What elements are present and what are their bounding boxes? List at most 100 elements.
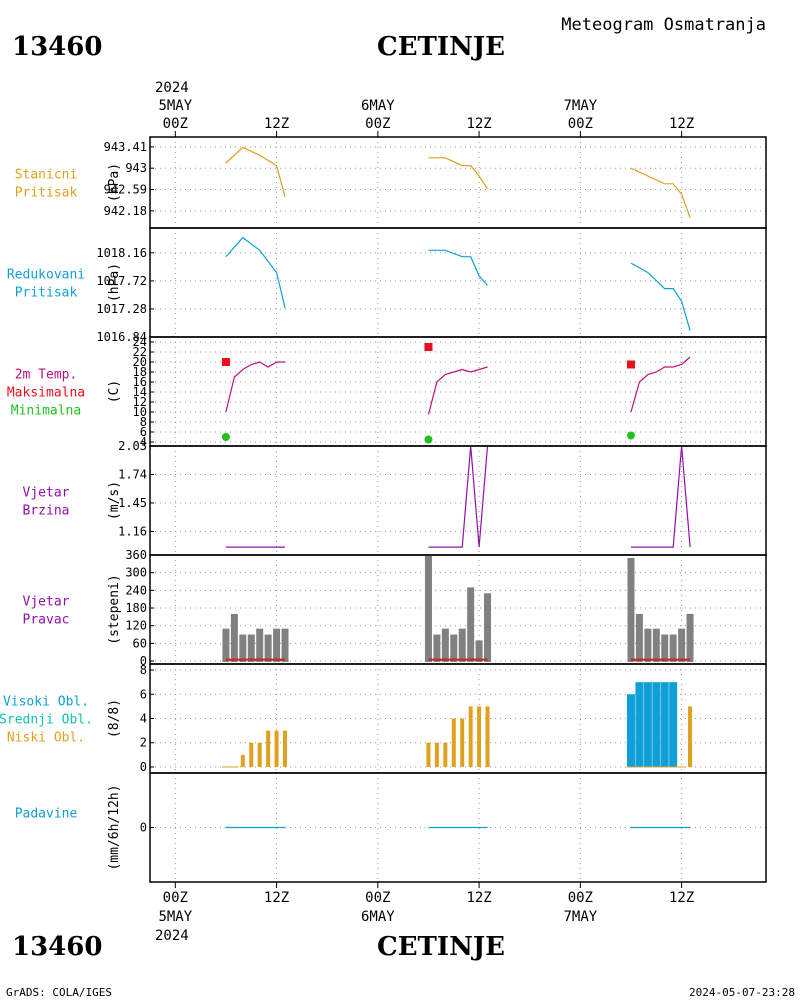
panel-wind_direction: 0 60 120 180 240 300 360 Vjetar Pravac (stepeni) [23,548,767,668]
wind-direction-bar [247,634,255,662]
ytick-label: 1.16 [118,524,147,538]
bottom-time-label: 00Z [163,890,188,906]
panel-clouds: 0 2 4 6 8 Visoki Obl. Srednji Obl. Niski Obl. (8… [0,663,767,774]
ytick-label: 6 [140,687,147,701]
cloud-bar-low-cloud [283,730,288,767]
panel-label: Pravac [23,613,70,628]
wind-direction-bar [273,628,281,662]
ytick-label: 240 [125,583,147,597]
wind-direction-bar [433,634,441,662]
wind-direction-bar [281,628,289,662]
ytick-label: 943 [125,161,147,175]
top-year: 2024 [155,80,189,96]
y-axis-label: (mm/6h/12h) [107,784,122,870]
cloud-bar-low-cloud [468,706,473,767]
cloud-bar-low-cloud [451,718,456,767]
cloud-bar-low-cloud [249,742,254,767]
panel-frame [149,336,767,447]
wind-direction-bar [686,613,694,662]
panel-label: 2m Temp. [15,368,78,383]
ytick-label: 360 [125,548,147,562]
y-axis-label: (stepeni) [107,574,122,644]
cloud-bar-low-cloud [688,706,693,767]
panel-label: Minimalna [11,404,81,419]
wind-direction-bar [678,628,686,662]
ytick-label: 4 [140,435,147,449]
cloud-bar-low-cloud [460,718,465,767]
cloud-bar-high-cloud [652,682,661,767]
wind-direction-bar [652,628,660,662]
panel-precipitation: 0 Padavine (mm/6h/12h) [15,772,767,883]
panel-frame [149,227,767,338]
ytick-label: 6 [140,425,147,439]
ytick-label: 1017.28 [96,302,147,316]
ytick-label: 300 [125,566,147,580]
series-line-reduced-pressure [630,262,691,331]
y-axis-label: (m/s) [107,481,122,520]
panel-label: Srednji Obl. [0,713,93,728]
ytick-label: 1.74 [118,467,147,481]
wind-direction-bar [450,634,458,662]
ytick-label: 10 [133,405,147,419]
series-line-station-pressure [428,157,489,190]
cloud-bar-low-cloud [443,742,448,767]
top-time-label: 00Z [568,116,593,132]
wind-direction-bar [424,555,432,662]
bottom-time-label: 00Z [365,890,390,906]
ytick-label: 14 [133,385,147,399]
top-day-label: 6MAY [361,98,395,114]
ytick-label: 24 [133,335,147,349]
wind-direction-bar [635,613,643,662]
cloud-bar-high-cloud [660,682,669,767]
wind-direction-bar [484,593,492,662]
footer-right: 2024-05-07-23:28 [689,986,795,999]
wind-direction-bar [467,587,475,662]
bottom-time-label: 00Z [568,890,593,906]
top-time-label: 12Z [264,116,289,132]
ytick-label: 8 [140,415,147,429]
tmax-marker [424,343,433,351]
bottom-day-label: 7MAY [563,909,597,925]
wind-direction-bar [230,613,238,662]
cloud-bar-low-cloud [477,706,482,767]
station-name-bottom: CETINJE [377,932,505,962]
wind-direction-bar [264,634,272,662]
panel-label: Stanicni [15,168,78,183]
bottom-time-label: 12Z [466,890,491,906]
ytick-label: 22 [133,345,147,359]
panel-label: Redukovani [7,268,85,283]
tmin-marker [424,435,433,444]
cloud-bar-low-cloud [240,754,245,767]
top-time-label: 00Z [365,116,390,132]
ytick-label: 2 [140,736,147,750]
series-line-station-pressure [630,167,691,218]
ytick-label: 20 [133,355,147,369]
tmax-marker [626,360,635,369]
panel-label: Niski Obl. [7,731,85,746]
series-line-temperature [225,361,285,413]
ytick-label: 180 [125,601,147,615]
ytick-label: 18 [133,365,147,379]
cloud-bar-low-cloud [434,742,439,767]
panel-label: Pritisak [15,186,78,201]
ytick-label: 0 [140,821,147,835]
cloud-bar-low-cloud [257,742,262,767]
ytick-label: 1018.16 [96,246,147,260]
ytick-label: 8 [140,663,147,677]
wind-direction-bar [458,628,466,662]
panel-frame [149,772,767,883]
footer-left: GrADS: COLA/IGES [6,986,112,999]
wind-direction-bar [661,634,669,662]
chart-title: Meteogram Osmatranja [561,15,766,35]
cloud-bar-high-cloud [626,694,635,767]
wind-direction-bar [239,634,247,662]
panel-station_pressure: 942.18 942.59 943 943.41 Stanicni Pritisak (hP… [15,136,767,229]
panel-frame [149,136,767,229]
bottom-year: 2024 [155,928,189,944]
ytick-label: 0 [140,760,147,774]
series-line-wind-speed [631,445,691,548]
ytick-label: 0 [140,654,147,668]
panel-label: Visoki Obl. [3,695,89,710]
panel-wind_speed: 1.16 1.45 1.74 2.03 Vjetar Brzina (m/s) [23,439,767,556]
